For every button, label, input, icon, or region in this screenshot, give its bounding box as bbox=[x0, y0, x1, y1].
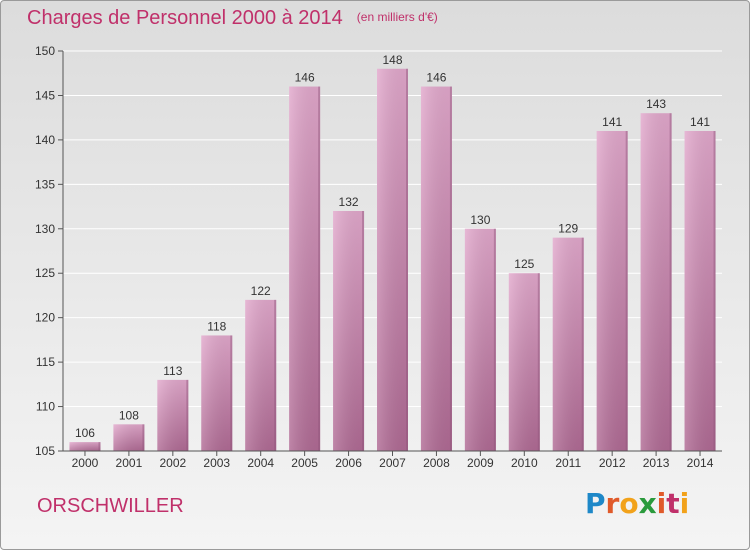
bar-edge bbox=[537, 273, 540, 451]
chart-unit-text: (en milliers d'€) bbox=[356, 10, 438, 24]
data-label: 118 bbox=[207, 319, 226, 333]
data-label: 113 bbox=[163, 364, 182, 378]
x-tick-label: 2013 bbox=[643, 456, 670, 470]
x-tick-label: 2003 bbox=[203, 456, 230, 470]
bar-shade bbox=[245, 299, 277, 451]
data-label: 141 bbox=[602, 115, 622, 129]
y-tick-label: 120 bbox=[35, 311, 55, 325]
bar-edge bbox=[274, 299, 277, 451]
labels-group: 105 110 115 120 125 130 135 140 145 150 2000 106 200… bbox=[35, 44, 714, 470]
data-label: 146 bbox=[295, 71, 315, 85]
bars-group bbox=[69, 68, 716, 452]
x-tick-label: 2010 bbox=[511, 456, 538, 470]
bar-shade bbox=[113, 424, 145, 451]
logo-letter: P bbox=[585, 487, 606, 520]
data-label: 129 bbox=[558, 222, 578, 236]
bar-shade bbox=[508, 273, 540, 451]
logo-letter: x bbox=[638, 487, 657, 520]
data-label: 141 bbox=[690, 115, 710, 129]
bar-edge bbox=[713, 131, 716, 451]
bar-shade bbox=[69, 442, 101, 451]
data-label: 130 bbox=[470, 213, 490, 227]
data-label: 122 bbox=[251, 284, 271, 298]
logo-letter: i bbox=[656, 487, 667, 520]
bar-shade bbox=[289, 86, 321, 452]
bar-shade bbox=[420, 86, 452, 452]
y-tick-label: 150 bbox=[35, 44, 55, 58]
y-tick-label: 115 bbox=[36, 355, 55, 369]
bar-edge bbox=[493, 228, 496, 451]
x-tick-label: 2002 bbox=[159, 456, 186, 470]
logo-letter: r bbox=[605, 487, 620, 520]
logo-letter: t bbox=[666, 487, 680, 520]
data-label: 148 bbox=[382, 53, 402, 67]
bar-shade bbox=[333, 211, 365, 451]
axes-group bbox=[58, 50, 722, 456]
bar-shade bbox=[377, 68, 408, 452]
y-tick-label: 105 bbox=[35, 444, 55, 458]
y-tick-label: 135 bbox=[35, 177, 55, 191]
x-tick-label: 2014 bbox=[687, 456, 714, 470]
x-tick-label: 2012 bbox=[599, 456, 626, 470]
bar-edge bbox=[449, 86, 452, 452]
bar-edge bbox=[318, 86, 321, 452]
bar-edge bbox=[406, 68, 408, 452]
bar-edge bbox=[581, 237, 584, 451]
bar-edge bbox=[230, 335, 233, 451]
bar-edge bbox=[625, 131, 628, 451]
bar-edge bbox=[98, 442, 101, 451]
x-tick-label: 2004 bbox=[247, 456, 274, 470]
x-tick-label: 2000 bbox=[72, 456, 99, 470]
x-tick-label: 2008 bbox=[423, 456, 450, 470]
data-label: 146 bbox=[426, 71, 446, 85]
bar-edge bbox=[142, 424, 145, 451]
y-tick-label: 130 bbox=[35, 222, 55, 236]
chart-title: Charges de Personnel 2000 à 2014 (en mill… bbox=[27, 7, 438, 30]
data-label: 132 bbox=[339, 195, 359, 209]
bar-shade bbox=[464, 228, 496, 451]
bar-shade bbox=[684, 131, 716, 451]
bar-shade bbox=[157, 379, 189, 451]
logo-letter: i bbox=[679, 487, 690, 520]
data-label: 108 bbox=[119, 408, 139, 422]
logo-letter: o bbox=[619, 487, 639, 520]
y-tick-label: 125 bbox=[35, 266, 55, 280]
bar-shade bbox=[596, 131, 628, 451]
data-label: 106 bbox=[75, 426, 95, 440]
x-tick-label: 2009 bbox=[467, 456, 494, 470]
y-tick-label: 140 bbox=[35, 133, 55, 147]
x-tick-label: 2005 bbox=[291, 456, 318, 470]
x-tick-label: 2001 bbox=[116, 456, 143, 470]
y-tick-label: 110 bbox=[36, 400, 55, 414]
x-tick-label: 2007 bbox=[379, 456, 406, 470]
bar-edge bbox=[669, 113, 672, 451]
y-tick-label: 145 bbox=[35, 88, 55, 102]
bar-edge bbox=[362, 211, 365, 451]
bar-shade bbox=[640, 113, 672, 451]
x-tick-label: 2006 bbox=[335, 456, 362, 470]
bar-shade bbox=[552, 237, 584, 451]
bar-shade bbox=[201, 335, 233, 451]
data-label: 143 bbox=[646, 97, 666, 111]
commune-name: ORSCHWILLER bbox=[37, 495, 184, 517]
proxiti-logo[interactable]: Proxiti bbox=[585, 487, 689, 520]
bar-edge bbox=[186, 379, 189, 451]
x-tick-label: 2011 bbox=[555, 456, 581, 470]
data-label: 125 bbox=[514, 257, 534, 271]
chart-title-text: Charges de Personnel 2000 à 2014 bbox=[27, 7, 343, 29]
